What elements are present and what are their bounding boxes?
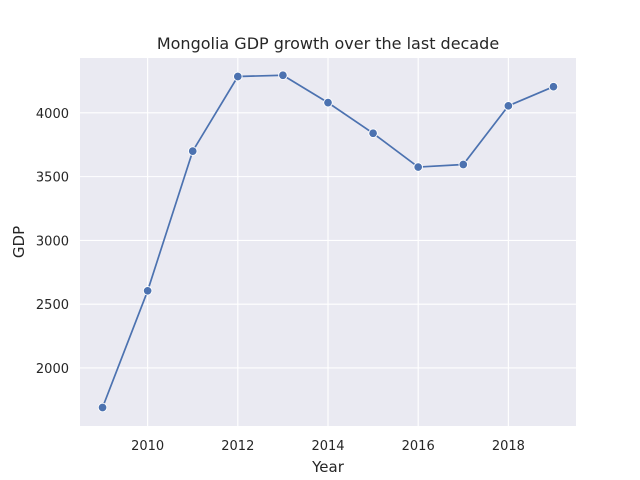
data-point [368, 128, 378, 139]
data-point [503, 101, 514, 111]
x-tick-label: 2016 [402, 439, 435, 454]
data-point [548, 81, 559, 92]
y-tick-labels: 2000 2500 3000 3500 4000 [36, 107, 69, 377]
x-axis-label: Year [311, 458, 345, 476]
chart-title: Mongolia GDP growth over the last decade [157, 34, 499, 53]
data-markers [97, 70, 559, 413]
y-tick-label: 3000 [36, 234, 69, 249]
x-tick-label: 2010 [131, 439, 164, 454]
x-tick-label: 2018 [492, 439, 525, 454]
data-point [278, 70, 288, 80]
data-point [187, 146, 198, 156]
data-point [142, 286, 153, 296]
data-point [97, 402, 108, 413]
y-tick-label: 3500 [36, 171, 69, 186]
x-tick-label: 2012 [221, 439, 254, 454]
data-point [233, 71, 243, 82]
data-point [458, 159, 469, 170]
grid-lines [80, 58, 576, 426]
y-tick-label: 2500 [36, 298, 69, 313]
x-tick-labels: 2010 2012 2014 2016 2018 [131, 439, 525, 454]
x-tick-label: 2014 [311, 439, 344, 454]
data-point [323, 97, 333, 108]
y-axis-label: GDP [10, 226, 28, 258]
y-tick-label: 2000 [36, 362, 69, 377]
y-tick-label: 4000 [36, 107, 69, 122]
data-point [413, 162, 423, 172]
